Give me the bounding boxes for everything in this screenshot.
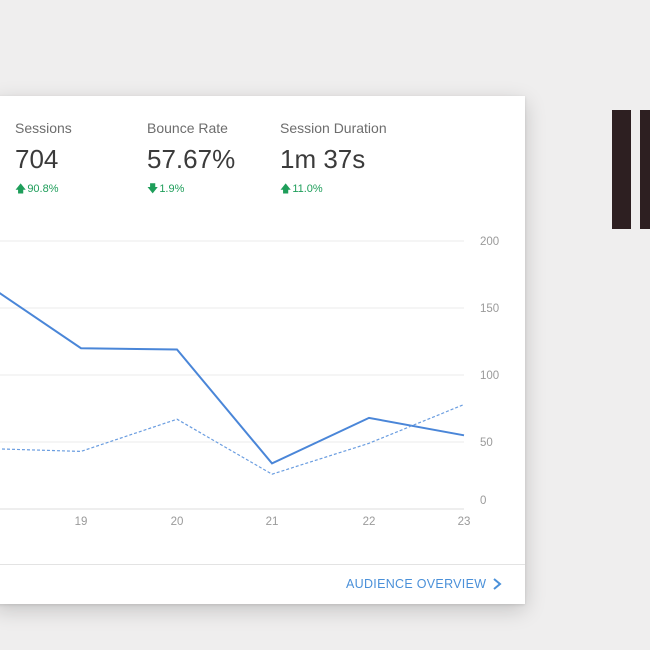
analytics-card: Sessions 704 🡅90.8% Bounce Rate 57.67% 🡇… bbox=[0, 96, 525, 604]
metric-value: 704 bbox=[15, 144, 59, 174]
arrow-up-icon: 🡅 bbox=[15, 183, 27, 195]
sessions-line-chart: 0 50 100 150 200 19 20 21 22 23 bbox=[0, 236, 499, 528]
arrow-up-icon: 🡅 bbox=[280, 183, 292, 195]
footer-divider bbox=[0, 564, 525, 565]
y-tick-label: 150 bbox=[480, 303, 499, 315]
x-tick-label: 19 bbox=[75, 516, 88, 528]
metric-change-value: 1.9% bbox=[159, 183, 185, 195]
series-line-previous bbox=[0, 403, 465, 475]
metric-change: 🡅11.0% bbox=[280, 180, 323, 199]
x-tick-label: 21 bbox=[266, 516, 279, 528]
metric-change: 🡅90.8% bbox=[15, 180, 59, 199]
arrow-down-icon: 🡇 bbox=[147, 183, 159, 195]
x-tick-label: 20 bbox=[171, 516, 184, 528]
metric-change-value: 11.0% bbox=[292, 183, 323, 195]
y-tick-label: 100 bbox=[480, 370, 499, 382]
y-tick-label: 50 bbox=[480, 437, 493, 449]
x-tick-label: 23 bbox=[458, 516, 471, 528]
x-tick-label: 22 bbox=[363, 516, 376, 528]
metric-value: 57.67% bbox=[147, 144, 236, 174]
metric-value: 1m 37s bbox=[280, 144, 366, 174]
chevron-right-icon[interactable] bbox=[491, 576, 503, 592]
metric-label: Bounce Rate bbox=[147, 120, 228, 136]
decorative-bar bbox=[640, 110, 650, 229]
y-tick-label: 200 bbox=[480, 236, 499, 248]
metric-change: 🡇1.9% bbox=[147, 180, 184, 199]
y-tick-label: 0 bbox=[480, 495, 486, 507]
series-line-current bbox=[0, 292, 465, 465]
metric-change-value: 90.8% bbox=[27, 183, 59, 195]
metric-label: Session Duration bbox=[280, 120, 387, 136]
audience-overview-link[interactable]: AUDIENCE OVERVIEW bbox=[346, 577, 487, 591]
metric-label: Sessions bbox=[15, 120, 72, 136]
decorative-bar bbox=[612, 110, 631, 229]
